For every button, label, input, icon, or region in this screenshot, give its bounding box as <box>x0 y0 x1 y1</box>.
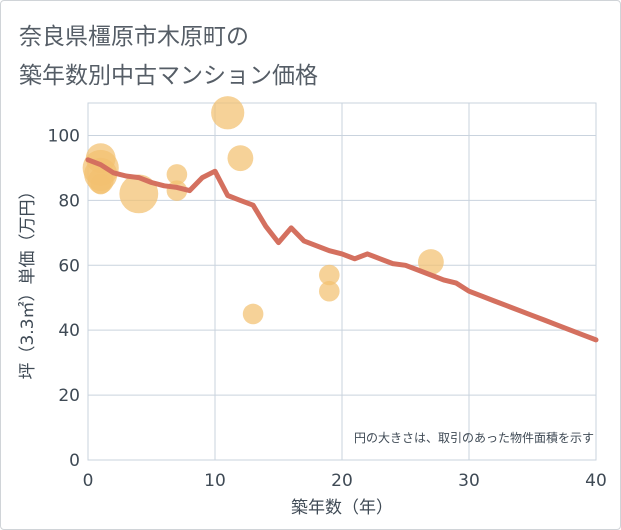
chart-title-line-2: 築年数別中古マンション価格 <box>19 63 318 89</box>
x-tick-label: 10 <box>204 471 226 491</box>
bubble-point <box>242 303 264 325</box>
y-tick-label: 0 <box>69 451 80 471</box>
x-tick-label: 0 <box>83 471 94 491</box>
x-axis-label: 築年数（年） <box>291 498 393 518</box>
bubble-point <box>166 164 188 185</box>
x-tick-label: 40 <box>585 471 607 491</box>
grid-lines <box>88 103 596 460</box>
bubble-point <box>85 143 116 174</box>
x-tick-labels: 0 10 20 30 40 <box>83 471 607 491</box>
chart-title-line-1: 奈良県橿原市木原町の <box>19 24 249 50</box>
bubble-point <box>319 264 340 286</box>
y-tick-label: 40 <box>58 321 80 341</box>
size-note: 円の大きさは、取引のあった物件面積を示す <box>354 430 594 445</box>
x-tick-label: 30 <box>458 471 480 491</box>
bubble-point <box>227 145 254 172</box>
y-tick-label: 60 <box>58 256 80 276</box>
y-tick-label: 100 <box>48 126 80 146</box>
y-tick-label: 20 <box>58 386 80 406</box>
trend-line <box>85 157 599 343</box>
bubble-point <box>417 249 444 275</box>
bubbles <box>82 96 444 325</box>
bubble-point <box>90 173 111 195</box>
trend-series <box>85 157 599 343</box>
y-tick-label: 80 <box>58 191 80 211</box>
y-axis-label: 坪（3.3㎡）単価（万円） <box>18 182 38 379</box>
bubble-point <box>119 174 159 214</box>
bubble-point <box>211 96 245 130</box>
y-tick-labels: 0 20 40 60 80 100 <box>48 126 80 471</box>
x-tick-label: 20 <box>331 471 353 491</box>
bubble-point <box>319 280 340 302</box>
